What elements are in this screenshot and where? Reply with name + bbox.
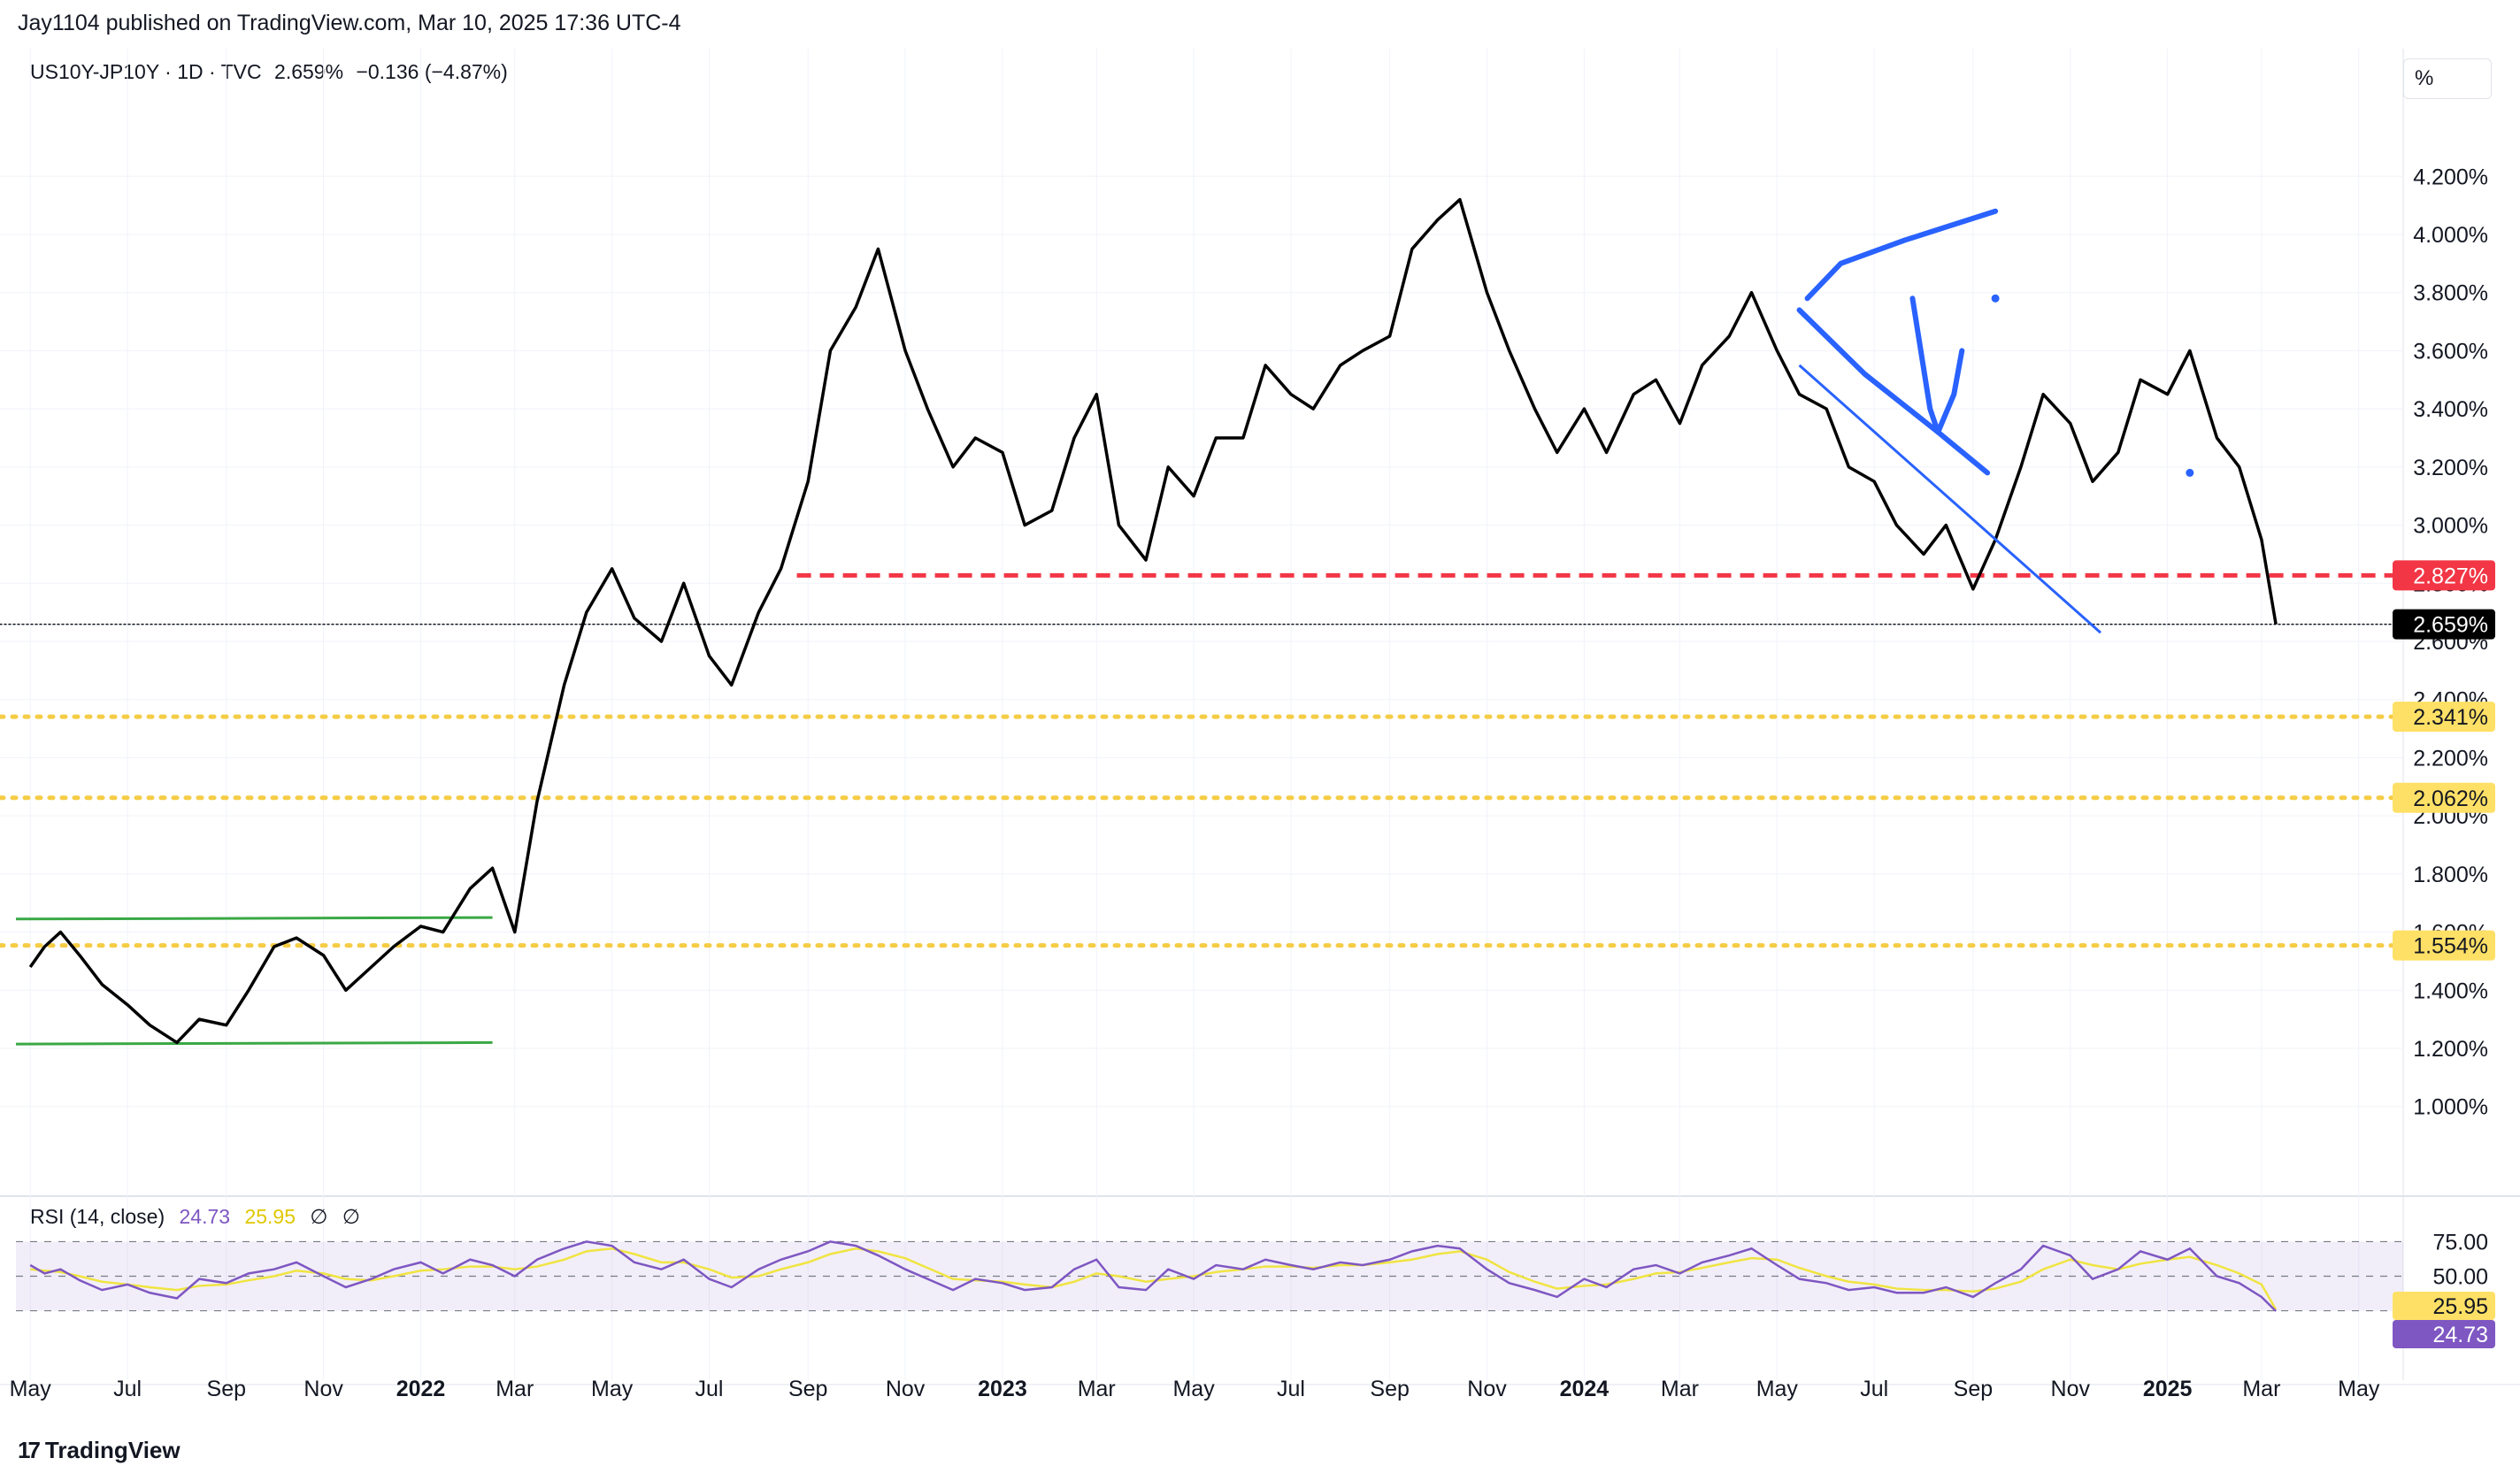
- x-tick-label: May: [1172, 1377, 1215, 1401]
- y-tick-label: 3.800%: [2413, 281, 2488, 306]
- rsi-legend: RSI (14, close) 24.73 25.95 ∅ ∅: [30, 1205, 369, 1229]
- rsi-value: 24.73: [179, 1205, 231, 1228]
- x-tick-label: Mar: [496, 1377, 534, 1401]
- x-tick-label: Nov: [1467, 1377, 1507, 1401]
- rsi-ma-line: [30, 1247, 2278, 1310]
- rsi-symbol-2: ∅: [342, 1205, 360, 1228]
- y-tick-label: 1.400%: [2413, 978, 2488, 1003]
- dot-2: [2186, 468, 2194, 477]
- y-tick-label: 3.400%: [2413, 397, 2488, 422]
- tradingview-logo-icon: 17: [18, 1437, 41, 1463]
- x-tick-label: Mar: [2242, 1377, 2280, 1401]
- x-tick-label: Jul: [1860, 1377, 1888, 1401]
- rsi-ma-badge: [2393, 1292, 2495, 1320]
- check-stroke: [1804, 208, 1999, 302]
- resistance-badge: [2393, 560, 2495, 591]
- y-tick-label: 4.000%: [2413, 223, 2488, 248]
- x-tick-label: Sep: [207, 1377, 246, 1401]
- x-tick-label: Jul: [1277, 1377, 1305, 1401]
- support-3-badge: [2393, 930, 2495, 961]
- scribble-line: [1796, 307, 1991, 476]
- resistance-badge-label: 2.827%: [2413, 564, 2488, 588]
- last-price-badge-label: 2.659%: [2413, 613, 2488, 638]
- range-top-line: [15, 916, 493, 921]
- rsi-title[interactable]: RSI (14, close): [30, 1205, 165, 1228]
- x-tick-label: 2022: [396, 1377, 446, 1401]
- symbol-legend: US10Y-JP10Y · 1D · TVC 2.659% −0.136 (−4…: [30, 60, 515, 84]
- last-price-badge: [2393, 609, 2495, 640]
- x-tick-label: 2023: [978, 1377, 1027, 1401]
- y-tick-label: 3.600%: [2413, 339, 2488, 364]
- rsi-line: [29, 1240, 2277, 1312]
- support-1-badge-label: 2.341%: [2413, 705, 2488, 730]
- x-tick-label: Sep: [1370, 1377, 1409, 1401]
- support-2-badge-label: 2.062%: [2413, 787, 2488, 811]
- trendline: [1798, 364, 2101, 634]
- rsi-tick-label: 75.00: [2432, 1230, 2488, 1255]
- brand-name: TradingView: [44, 1437, 181, 1463]
- x-tick-label: Jul: [695, 1377, 724, 1401]
- rsi-rsi-badge: [2393, 1320, 2495, 1348]
- x-tick-label: Sep: [788, 1377, 827, 1401]
- dot-1: [1991, 294, 2000, 303]
- footer-brand: 17 TradingView: [18, 1437, 181, 1464]
- rsi-ma-badge-label: 25.95: [2432, 1294, 2488, 1319]
- x-tick-label: Mar: [1661, 1377, 1699, 1401]
- x-tick-label: Sep: [1954, 1377, 1993, 1401]
- rsi-rsi-badge-label: 24.73: [2432, 1323, 2488, 1347]
- x-tick-label: Nov: [886, 1377, 926, 1401]
- support-1-badge: [2393, 702, 2495, 733]
- x-tick-label: May: [10, 1377, 52, 1401]
- change-value: −0.136 (−4.87%): [356, 60, 508, 83]
- y-tick-label: 1.800%: [2413, 863, 2488, 887]
- x-tick-label: Mar: [1078, 1377, 1116, 1401]
- x-tick-label: 2024: [1560, 1377, 1610, 1401]
- support-2-badge: [2393, 782, 2495, 813]
- price-series-line: [28, 197, 2278, 1045]
- x-tick-label: 2025: [2143, 1377, 2193, 1401]
- y-tick-label: 2.200%: [2413, 746, 2488, 771]
- x-tick-label: Nov: [303, 1377, 343, 1401]
- y-tick-label: 3.200%: [2413, 456, 2488, 480]
- x-tick-label: May: [591, 1377, 634, 1401]
- publish-info: Jay1104 published on TradingView.com, Ma…: [18, 11, 681, 35]
- y-tick-label: 1.200%: [2413, 1037, 2488, 1062]
- rsi-symbol-1: ∅: [310, 1205, 328, 1228]
- x-tick-label: May: [2338, 1377, 2380, 1401]
- y-tick-label: 1.000%: [2413, 1095, 2488, 1120]
- x-tick-label: May: [1756, 1377, 1799, 1401]
- symbol-name[interactable]: US10Y-JP10Y · 1D · TVC: [30, 60, 262, 83]
- last-value: 2.659%: [274, 60, 344, 83]
- support-3-badge-label: 1.554%: [2413, 934, 2488, 959]
- arrow-stroke: [1909, 295, 1965, 435]
- x-tick-label: Nov: [2051, 1377, 2091, 1401]
- range-bottom-line: [15, 1040, 493, 1046]
- x-tick-label: Jul: [113, 1377, 142, 1401]
- y-tick-label: 4.200%: [2413, 165, 2488, 189]
- rsi-tick-label: 50.00: [2432, 1265, 2488, 1290]
- y-tick-label: 3.000%: [2413, 514, 2488, 539]
- rsi-ma-value: 25.95: [244, 1205, 296, 1228]
